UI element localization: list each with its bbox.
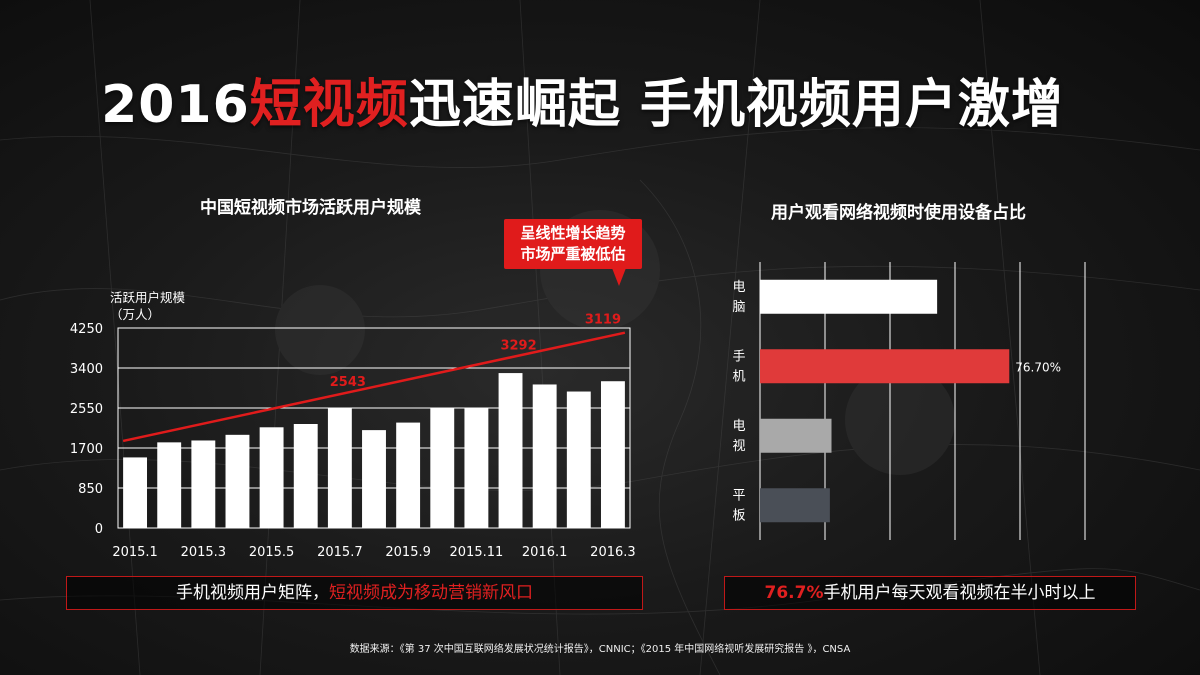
bar xyxy=(259,427,284,528)
device-label-char: 机 xyxy=(732,369,745,384)
bar xyxy=(191,440,216,528)
bar xyxy=(430,408,455,528)
right-chart-title: 用户观看网络视频时使用设备占比 xyxy=(771,203,1026,223)
left-chart-ylabel: 活跃用户规模 （万人） xyxy=(110,290,186,322)
y-tick-label: 0 xyxy=(95,522,103,537)
device-label-char: 板 xyxy=(732,508,745,523)
title-suffix: 迅速崛起 手机视频用户激增 xyxy=(408,75,1064,135)
device-label-char: 平 xyxy=(732,488,745,503)
bar xyxy=(532,384,557,528)
device-label-char: 电 xyxy=(732,419,745,434)
bar xyxy=(225,434,250,528)
data-source: 数据来源：《第 37 次中国互联网络发展状况统计报告》，CNNIC；《2015 … xyxy=(349,644,851,655)
x-tick-label: 2016.3 xyxy=(590,545,636,560)
device-label-char: 脑 xyxy=(732,300,745,315)
left-caption-highlight: 短视频成为移动营销新风口 xyxy=(329,583,533,603)
y-tick-label: 1700 xyxy=(70,442,103,457)
title-highlight: 短视频 xyxy=(249,75,409,135)
device-bar xyxy=(760,418,832,453)
bar xyxy=(498,373,523,528)
x-tick-label: 2015.11 xyxy=(450,545,504,560)
value-label: 76.70% xyxy=(1015,360,1061,374)
device-bar xyxy=(760,488,830,523)
bar xyxy=(600,381,625,528)
right-caption-highlight: 76.7% xyxy=(764,583,824,603)
y-tick-label: 850 xyxy=(78,482,103,497)
device-bar xyxy=(760,279,938,314)
title-year: 2016 xyxy=(101,75,250,135)
bar xyxy=(464,408,489,528)
trend-line xyxy=(122,331,626,443)
callout-line-1: 呈线性增长趋势 xyxy=(520,224,626,242)
x-tick-label: 2015.5 xyxy=(249,545,295,560)
bar xyxy=(123,457,148,528)
bar xyxy=(293,424,318,528)
x-tick-label: 2016.1 xyxy=(522,545,568,560)
x-tick-label: 2015.3 xyxy=(181,545,227,560)
callout-pointer xyxy=(612,268,626,286)
x-tick-label: 2015.7 xyxy=(317,545,363,560)
bar xyxy=(566,391,591,528)
right-caption-normal: 手机用户每天观看视频在半小时以上 xyxy=(823,583,1096,603)
device-label-char: 电 xyxy=(732,280,745,295)
y-tick-label: 4250 xyxy=(70,322,103,337)
x-tick-label: 2015.1 xyxy=(112,545,158,560)
callout-line-2: 市场严重被低估 xyxy=(520,245,626,263)
device-bar xyxy=(760,349,1010,384)
page-title: 2016短视频迅速崛起 手机视频用户激增 xyxy=(0,62,1165,137)
data-label: 2543 xyxy=(330,375,366,390)
bar xyxy=(327,408,352,528)
trend-callout: 呈线性增长趋势 市场严重被低估 xyxy=(504,219,642,269)
right-caption: 76.7%手机用户每天观看视频在半小时以上 xyxy=(724,576,1136,610)
data-label: 3119 xyxy=(585,312,621,327)
bar xyxy=(362,430,386,528)
y-tick-label: 2550 xyxy=(70,402,103,417)
bar xyxy=(157,442,182,528)
device-label-char: 视 xyxy=(732,439,745,454)
x-tick-label: 2015.9 xyxy=(385,545,431,560)
bar xyxy=(396,422,421,528)
left-caption-normal: 手机视频用户矩阵， xyxy=(176,583,329,603)
left-chart-title: 中国短视频市场活跃用户规模 xyxy=(200,198,421,218)
y-tick-label: 3400 xyxy=(70,362,103,377)
data-label: 3292 xyxy=(500,338,536,353)
left-caption: 手机视频用户矩阵，短视频成为移动营销新风口 xyxy=(66,576,643,610)
device-label-char: 手 xyxy=(732,349,745,364)
